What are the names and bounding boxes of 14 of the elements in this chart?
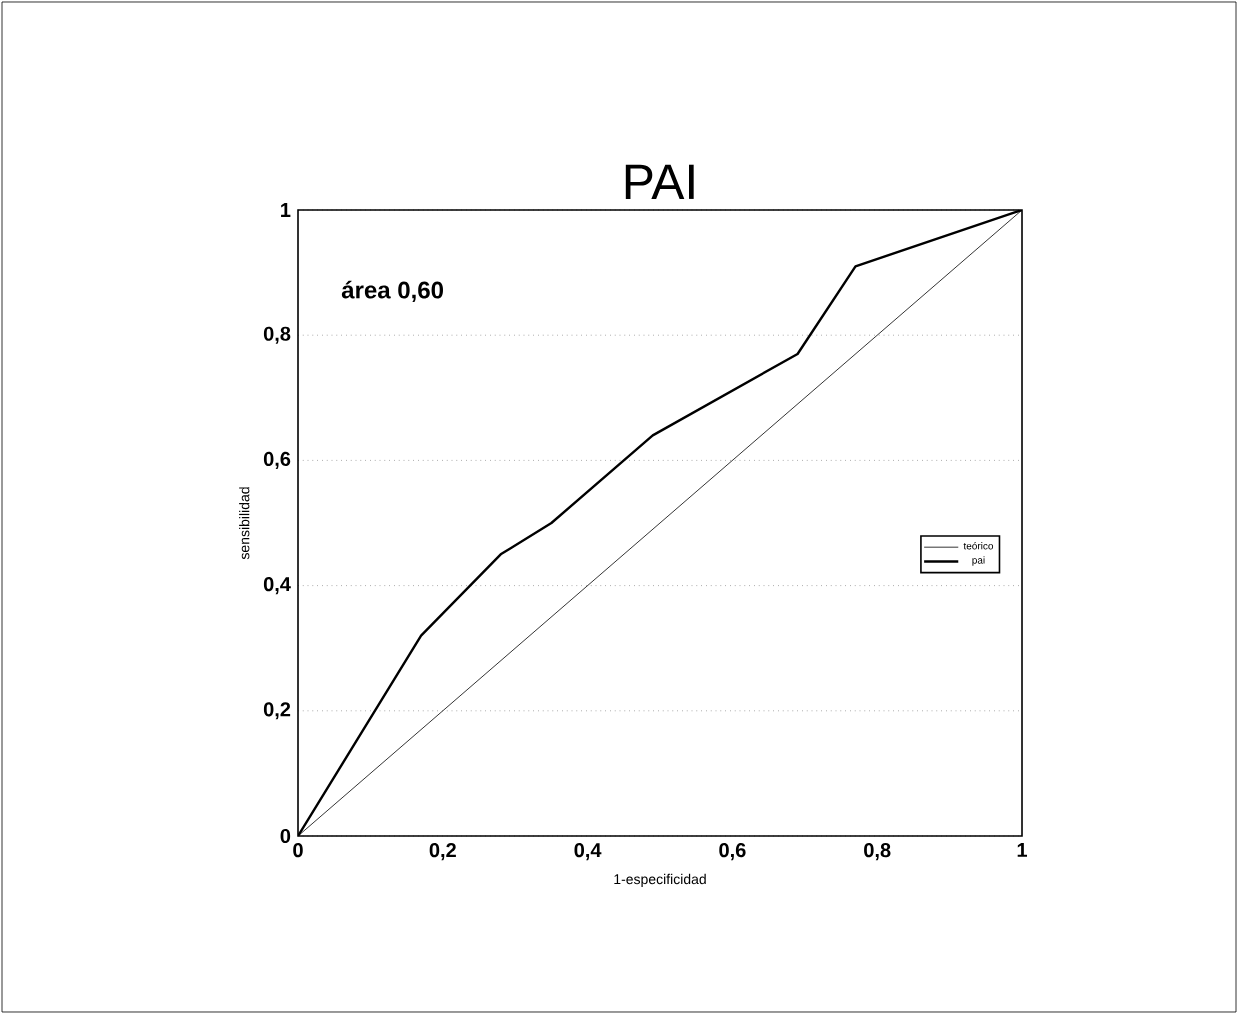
x-tick-label: 0,4: [574, 843, 602, 861]
x-tick-label: 0,6: [719, 843, 746, 861]
y-tick-label: 0,8: [263, 326, 291, 344]
x-tick-label: 0: [293, 843, 303, 858]
x-tick-label: 0,2: [429, 843, 456, 861]
y-tick-label: 0: [280, 828, 291, 844]
y-tick-label: 0,6: [263, 451, 291, 469]
x-tick-label: 1: [1017, 843, 1028, 857]
annotation: área 0,60: [341, 280, 443, 303]
x-tick-label: 0,8: [864, 843, 891, 861]
chart-title: PAI: [625, 164, 694, 199]
y-tick-label: 0,4: [263, 577, 291, 595]
y-tick-label: 1: [281, 203, 291, 217]
y-tick-label: 0,2: [263, 702, 291, 720]
